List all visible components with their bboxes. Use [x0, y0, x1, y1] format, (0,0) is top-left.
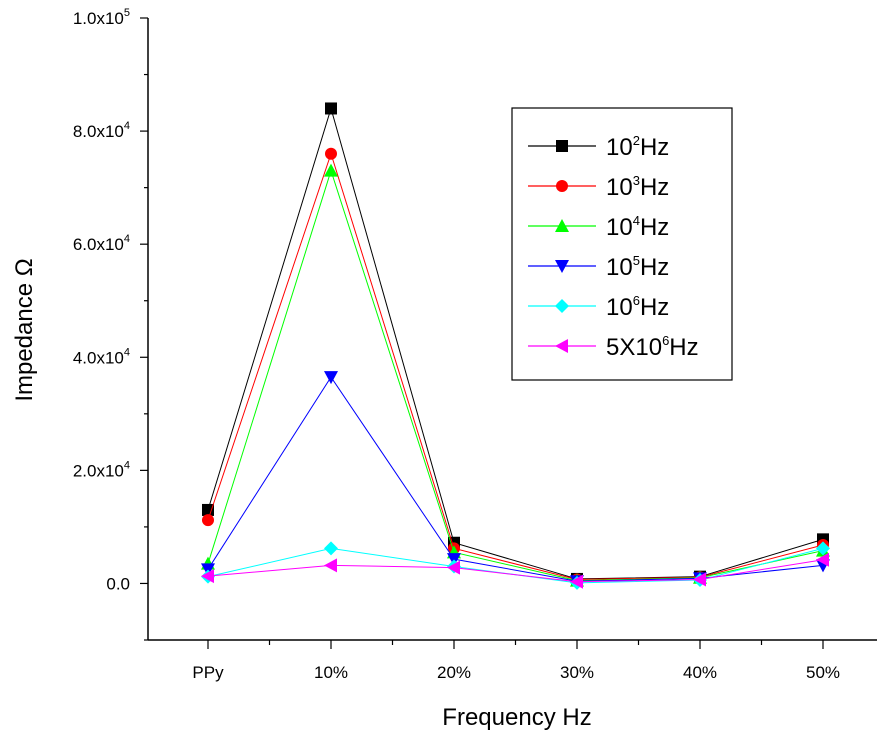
data-point [202, 503, 214, 516]
y-tick-label: 4.0x104 [73, 346, 130, 367]
data-point [324, 558, 337, 573]
legend-item: 105Hz [528, 253, 669, 281]
series-4 [201, 371, 830, 589]
series-line [207, 169, 824, 582]
legend-item: 5X106Hz [528, 333, 699, 361]
data-point [570, 574, 583, 589]
legend-marker [555, 299, 569, 313]
data-point [816, 552, 829, 567]
series-layer [201, 102, 830, 590]
legend-label: 104Hz [606, 213, 669, 241]
data-point [202, 514, 214, 527]
x-tick-label: 20% [437, 663, 471, 682]
series-line [207, 559, 824, 583]
legend-item: 103Hz [528, 173, 669, 201]
axis-ticks: 0.0 2.0x104 4.0x104 6.0x104 8.0x104 1.0x105 PP… [73, 7, 840, 682]
x-tick-label: 50% [806, 663, 840, 682]
y-tick-label: 6.0x104 [73, 233, 130, 254]
x-tick-label: 10% [314, 663, 348, 682]
series-line [207, 376, 824, 582]
legend-marker [555, 219, 569, 232]
x-axis-label: Frequency Hz [442, 704, 591, 731]
series-line [207, 547, 824, 584]
legend-item: 104Hz [528, 213, 669, 241]
y-tick-label: 1.0x105 [73, 7, 130, 28]
legend-item: 106Hz [528, 293, 669, 321]
y-tick-label: 2.0x104 [73, 459, 130, 480]
legend-label: 106Hz [606, 293, 669, 321]
data-point [324, 541, 338, 556]
legend-marker [556, 140, 568, 152]
legend-marker [556, 180, 568, 192]
series-line [207, 152, 824, 580]
data-point [816, 541, 830, 556]
series-line [207, 106, 824, 580]
legend-box [511, 107, 733, 381]
series-6 [201, 552, 829, 589]
y-tick-label: 8.0x104 [73, 120, 130, 141]
data-point [201, 569, 214, 584]
legend-item: 102Hz [528, 133, 669, 161]
legend-marker [555, 339, 568, 353]
data-point [325, 102, 337, 115]
legend-label: 103Hz [606, 173, 669, 201]
y-tick-label: 0.0 [106, 574, 130, 593]
legend-label: 105Hz [606, 253, 669, 281]
x-tick-label: PPy [192, 663, 224, 682]
data-point [324, 371, 338, 385]
legend-marker [555, 260, 569, 273]
x-tick-label: 30% [560, 663, 594, 682]
data-point [693, 572, 706, 587]
legend: 102Hz 103Hz 104Hz 105Hz 106Hz 5X106Hz [511, 107, 733, 381]
legend-label: 5X106Hz [606, 333, 699, 361]
data-point [324, 163, 338, 177]
legend-label: 102Hz [606, 133, 669, 161]
data-point [325, 147, 337, 160]
x-tick-label: 40% [683, 663, 717, 682]
data-point [447, 560, 460, 575]
y-axis-label: Impedance Ω [11, 258, 38, 401]
